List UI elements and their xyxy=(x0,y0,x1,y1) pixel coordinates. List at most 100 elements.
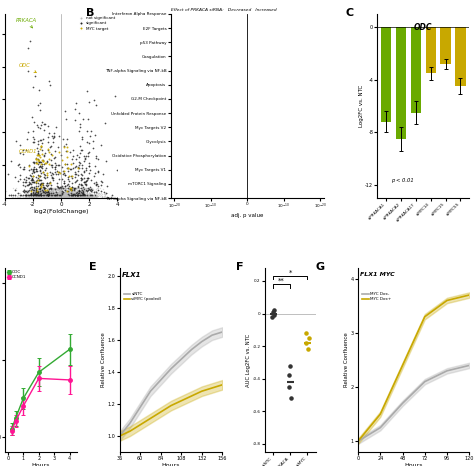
Point xyxy=(43,194,50,202)
Point xyxy=(65,192,73,199)
Point xyxy=(58,191,66,199)
Point xyxy=(55,194,62,201)
Point xyxy=(96,185,103,192)
Point xyxy=(30,194,38,202)
Point xyxy=(57,194,65,201)
Point xyxy=(65,190,73,198)
Point xyxy=(43,186,51,194)
Point xyxy=(68,192,76,199)
Point xyxy=(36,191,43,198)
Point xyxy=(74,193,82,200)
Point xyxy=(14,189,21,197)
Point xyxy=(61,171,69,178)
Point xyxy=(36,145,44,153)
Point xyxy=(47,193,55,201)
Point xyxy=(59,192,66,199)
Point xyxy=(54,194,61,201)
Point xyxy=(48,194,55,201)
siMYC (pooled) xyxy=(219,382,225,388)
Point xyxy=(44,191,51,199)
Point xyxy=(43,188,51,196)
Point xyxy=(81,185,88,192)
Point xyxy=(97,141,105,149)
Point xyxy=(11,174,18,181)
Point xyxy=(34,189,41,196)
Point xyxy=(47,185,55,192)
Point xyxy=(62,194,69,201)
MYC Dox+ xyxy=(377,411,383,417)
Point xyxy=(60,194,68,202)
Point xyxy=(46,194,53,201)
Point xyxy=(12,193,19,200)
Point xyxy=(47,191,55,198)
Point xyxy=(77,187,84,195)
Point xyxy=(86,193,94,200)
Point xyxy=(81,193,89,201)
Point xyxy=(64,193,71,201)
Point xyxy=(41,187,48,194)
Point xyxy=(62,190,69,198)
Point xyxy=(34,191,41,198)
Point xyxy=(41,188,49,195)
Point xyxy=(62,191,70,198)
Point xyxy=(58,191,66,198)
Point xyxy=(47,191,55,198)
Point xyxy=(73,185,81,192)
Point xyxy=(37,186,45,194)
Point xyxy=(45,193,52,200)
Point xyxy=(63,141,70,148)
Point xyxy=(40,151,48,159)
Point xyxy=(39,193,47,200)
Point xyxy=(40,190,47,197)
Point xyxy=(54,191,61,198)
Point xyxy=(101,119,109,126)
Point xyxy=(45,191,52,199)
Point xyxy=(36,172,44,180)
Point xyxy=(92,194,100,202)
Point xyxy=(66,187,73,195)
Point xyxy=(62,182,69,190)
Point xyxy=(60,192,68,199)
Point xyxy=(46,194,54,201)
Point xyxy=(77,160,84,167)
Point xyxy=(57,188,64,195)
Point xyxy=(62,192,70,199)
Point xyxy=(87,192,94,199)
Point xyxy=(58,194,65,202)
Point xyxy=(26,174,33,182)
Point xyxy=(34,140,42,148)
Point xyxy=(83,194,91,201)
Point xyxy=(57,192,64,199)
Point xyxy=(64,193,71,201)
Point xyxy=(33,186,41,194)
Point xyxy=(52,192,59,200)
Point xyxy=(40,193,47,201)
Point xyxy=(64,185,72,192)
Point xyxy=(75,190,82,198)
Point xyxy=(63,194,71,201)
Point xyxy=(63,185,70,192)
Point xyxy=(72,192,79,200)
Point xyxy=(23,192,31,199)
Point xyxy=(55,194,62,201)
Point xyxy=(56,191,64,199)
Point xyxy=(52,194,60,202)
Point xyxy=(56,191,64,198)
Point xyxy=(74,193,82,200)
Point xyxy=(59,192,66,200)
Point xyxy=(69,194,77,201)
Point xyxy=(43,189,51,197)
Point xyxy=(78,193,86,201)
Point xyxy=(51,189,58,196)
Point xyxy=(55,192,63,199)
Point xyxy=(48,193,55,201)
Point xyxy=(66,192,73,200)
Point xyxy=(60,190,68,198)
Point xyxy=(46,194,54,202)
Point xyxy=(89,192,97,200)
Point xyxy=(60,179,68,187)
Point xyxy=(56,193,64,200)
Point xyxy=(48,190,56,198)
Point xyxy=(60,194,68,202)
Point xyxy=(62,193,70,201)
